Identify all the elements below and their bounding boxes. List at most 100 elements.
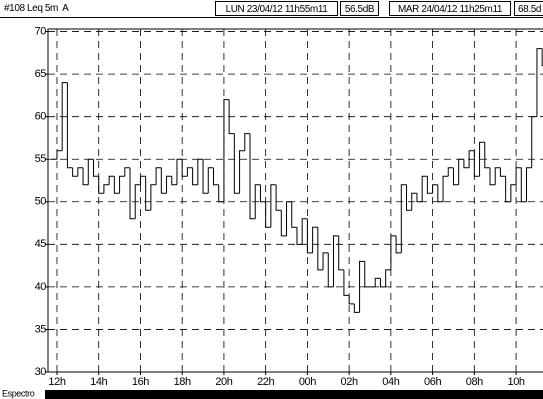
step-segment <box>432 184 438 194</box>
step-segment <box>92 159 99 177</box>
step-segment <box>531 116 537 168</box>
step-segment <box>212 167 219 186</box>
step-segment <box>541 48 543 67</box>
step-segment <box>113 176 120 194</box>
step-segment <box>489 167 496 186</box>
step-segment <box>280 210 287 237</box>
step-segment <box>134 184 141 219</box>
step-segment <box>499 167 506 177</box>
end-time: MAR 24/04/12 11h25m11 <box>389 1 511 16</box>
step-segment <box>171 176 177 186</box>
x-tick-label: 06h <box>424 376 441 388</box>
x-tick-label: 14h <box>90 376 107 388</box>
step-segment <box>385 269 391 287</box>
step-segment <box>447 167 454 177</box>
x-tick-label: 22h <box>257 376 274 388</box>
step-segment <box>327 252 334 288</box>
step-segment <box>176 158 183 185</box>
y-tick-label: 35 <box>35 323 47 335</box>
step-segment <box>484 142 490 169</box>
step-segment <box>520 167 527 203</box>
y-tick-label: 50 <box>35 196 47 208</box>
step-segment <box>207 167 214 194</box>
step-segment <box>338 235 344 271</box>
x-tick-label: 04h <box>382 376 399 388</box>
step-segment <box>364 261 370 288</box>
footer-bar <box>45 390 543 399</box>
step-segment <box>275 184 282 211</box>
step-segment <box>124 167 131 177</box>
step-segment <box>166 175 172 194</box>
y-tick-label: 40 <box>35 281 47 293</box>
step-segment <box>458 158 464 185</box>
step-segment <box>129 167 136 220</box>
step-segment <box>332 235 339 287</box>
start-level: 56.5dB <box>340 1 379 16</box>
step-segment <box>291 201 297 228</box>
step-segment <box>348 295 355 305</box>
step-segment <box>515 167 522 185</box>
step-segment <box>526 167 532 202</box>
step-segment <box>374 277 381 287</box>
step-segment <box>421 175 428 202</box>
step-segment <box>72 167 78 177</box>
step-segment <box>233 133 240 194</box>
x-tick-label: 00h <box>299 376 316 388</box>
header-title: #108 Leq 5m A <box>4 3 69 14</box>
x-tick-label: 08h <box>466 376 483 388</box>
step-segment <box>317 227 324 271</box>
step-segment <box>301 218 308 245</box>
step-segment <box>442 175 449 202</box>
step-segment <box>270 184 277 228</box>
step-segment <box>400 184 407 253</box>
x-tick-label: 18h <box>174 376 191 388</box>
step-segment <box>197 158 204 185</box>
step-segment <box>192 167 198 186</box>
step-segment <box>468 150 475 168</box>
step-segment <box>244 133 251 151</box>
y-tick-label: 45 <box>35 238 47 250</box>
step-segment <box>56 150 63 160</box>
y-tick-label: 65 <box>35 68 47 80</box>
step-segment <box>416 193 423 203</box>
step-segment <box>379 278 386 288</box>
step-segment <box>322 252 329 270</box>
step-segment <box>119 175 125 194</box>
step-segment <box>218 184 224 203</box>
step-segment <box>265 201 271 228</box>
step-segment <box>160 167 167 194</box>
step-segment <box>259 184 266 203</box>
y-tick-label: 70 <box>35 25 47 37</box>
x-tick-label: 10h <box>508 376 525 388</box>
step-segment <box>254 184 261 219</box>
step-segment <box>406 184 412 211</box>
series <box>51 48 543 313</box>
step-segment <box>312 226 318 253</box>
y-tick-label: 30 <box>35 366 47 378</box>
step-segment <box>437 184 444 203</box>
step-segment <box>155 167 162 185</box>
step-segment <box>239 150 245 194</box>
step-segment <box>186 167 193 177</box>
step-segment <box>98 176 104 194</box>
step-segment <box>202 159 209 194</box>
step-segment <box>411 192 417 211</box>
grid <box>45 29 543 375</box>
x-tick-label: 16h <box>132 376 149 388</box>
step-segment <box>473 150 480 177</box>
y-tick-label: 55 <box>35 153 47 165</box>
step-segment <box>286 201 292 236</box>
step-segment <box>145 176 151 211</box>
step-segment <box>395 235 402 254</box>
step-segment <box>452 167 459 186</box>
step-segment <box>463 159 470 169</box>
plot-frame <box>47 28 543 373</box>
step-segment <box>353 303 360 313</box>
step-segment <box>479 141 485 177</box>
step-segment <box>536 48 543 117</box>
y-tick-label: 60 <box>35 111 47 123</box>
x-tick-label: 20h <box>215 376 232 388</box>
step-segment <box>426 176 433 194</box>
step-segment <box>108 175 115 185</box>
step-segment <box>150 184 157 211</box>
